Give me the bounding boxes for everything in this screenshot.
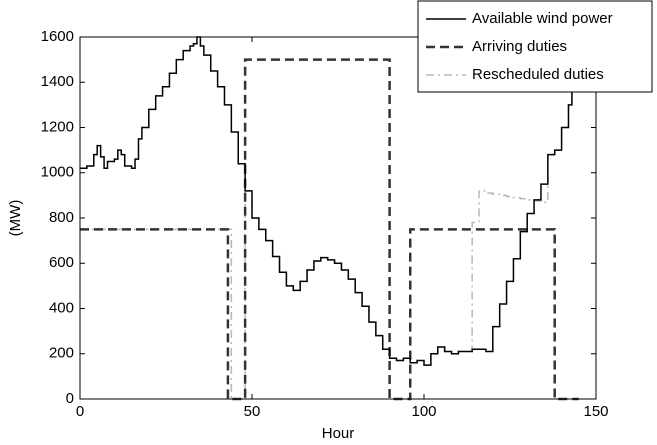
y-tick-label: 0 bbox=[66, 390, 74, 407]
x-tick-label: 150 bbox=[583, 403, 608, 420]
y-tick-label: 1200 bbox=[41, 118, 74, 135]
x-axis-label: Hour bbox=[322, 425, 355, 442]
y-axis-label: (MW) bbox=[7, 200, 24, 237]
legend-label: Arriving duties bbox=[472, 38, 567, 55]
x-tick-label: 100 bbox=[411, 403, 436, 420]
y-tick-label: 600 bbox=[49, 254, 74, 271]
y-tick-label: 400 bbox=[49, 299, 74, 316]
data-line bbox=[80, 58, 579, 401]
legend-label: Rescheduled duties bbox=[472, 66, 604, 83]
data-line bbox=[80, 82, 573, 400]
plot-frame bbox=[79, 36, 597, 400]
y-tick-label: 200 bbox=[49, 345, 74, 362]
legend-label: Available wind power bbox=[472, 10, 613, 27]
x-tick-label: 50 bbox=[244, 403, 261, 420]
x-tick-label: 0 bbox=[76, 403, 84, 420]
y-tick-label: 800 bbox=[49, 209, 74, 226]
y-tick-label: 1000 bbox=[41, 164, 74, 181]
data-line bbox=[80, 36, 573, 366]
y-tick-label: 1400 bbox=[41, 73, 74, 90]
y-tick-label: 1600 bbox=[41, 28, 74, 45]
